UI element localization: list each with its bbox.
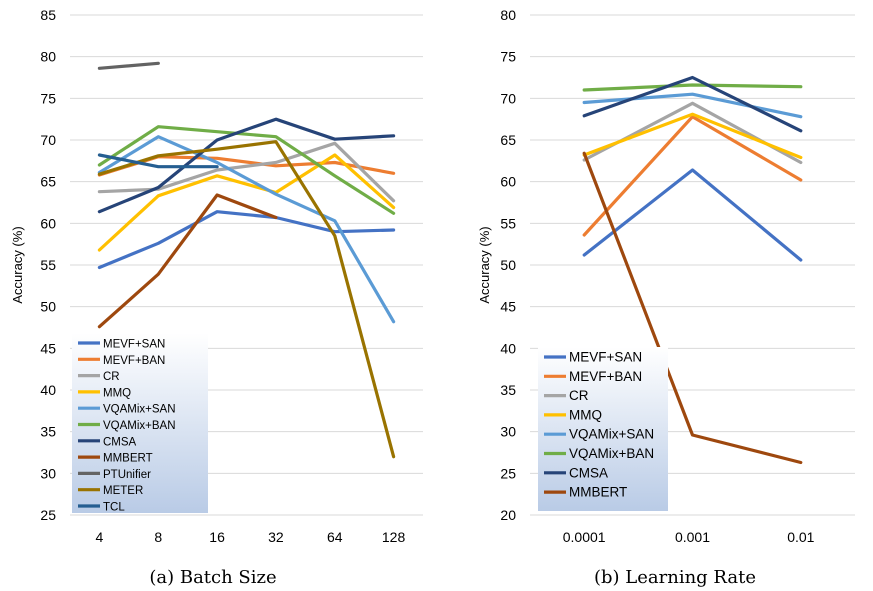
legend-label: VQAMix+SAN [569, 427, 654, 442]
chart-caption: (a) Batch Size [149, 567, 276, 588]
y-tick-label: 85 [40, 7, 56, 23]
legend-label: VQAMix+SAN [103, 404, 176, 416]
legend-label: MMBERT [103, 453, 153, 465]
y-tick-label: 30 [500, 424, 516, 440]
series-line-mmq [582, 112, 803, 160]
y-tick-label: 45 [500, 299, 516, 315]
legend-label: MEVF+BAN [103, 355, 165, 367]
legend-label: CR [103, 371, 120, 383]
x-tick-label: 4 [96, 529, 104, 545]
x-tick-label: 64 [327, 529, 343, 545]
batch-size-chart: 25 30 35 40 45 50 55 60 65 70 75 80 85 4 8 16 32 64 128 M… [10, 7, 423, 588]
y-tick-label: 70 [500, 90, 516, 106]
series-line-mevf-san [582, 168, 803, 262]
series-line-mmbert [97, 193, 278, 329]
series-lines [97, 61, 396, 459]
legend-label: MMQ [103, 387, 131, 399]
series-line-tcl [97, 153, 219, 169]
x-tick-label: 0.0001 [563, 529, 606, 545]
legend-label: VQAMix+BAN [103, 420, 176, 432]
series-line-mevf-san [97, 210, 396, 270]
y-tick-label: 75 [40, 90, 56, 106]
series-lines [582, 75, 803, 465]
x-tick-labels: 4 8 16 32 64 128 [96, 529, 406, 545]
y-tick-label: 70 [40, 132, 56, 148]
legend-background [538, 347, 668, 511]
y-tick-label: 75 [500, 49, 516, 65]
y-tick-label: 65 [40, 174, 56, 190]
y-tick-label: 55 [40, 257, 56, 273]
x-tick-label: 8 [154, 529, 162, 545]
y-tick-label: 20 [500, 507, 516, 523]
y-tick-label: 80 [40, 49, 56, 65]
series-line-ptunifier [97, 61, 160, 70]
y-axis-label: Accuracy (%) [10, 226, 25, 303]
series-line-mmq [97, 153, 396, 252]
legend-label: PTUnifier [103, 469, 151, 481]
y-tick-label: 25 [40, 507, 56, 523]
x-tick-labels: 0.0001 0.001 0.01 [563, 529, 815, 545]
y-tick-label: 60 [500, 174, 516, 190]
y-tick-labels: 25 30 35 40 45 50 55 60 65 70 75 80 85 [40, 7, 56, 523]
legend-label: METER [103, 485, 143, 497]
legend-label: CR [569, 388, 589, 403]
series-line-meter [97, 140, 396, 459]
y-tick-label: 65 [500, 132, 516, 148]
x-tick-label: 0.001 [675, 529, 710, 545]
series-line-vqamix-ban [97, 125, 396, 215]
y-tick-label: 50 [40, 299, 56, 315]
y-tick-label: 80 [500, 7, 516, 23]
legend-label: VQAMix+BAN [569, 446, 654, 461]
y-tick-label: 45 [40, 340, 56, 356]
legend: MEVF+SAN MEVF+BAN CR MMQ VQAMix+SAN VQAMix+BA… [72, 333, 208, 514]
y-tick-label: 30 [40, 465, 56, 481]
series-line-vqamix-ban [582, 83, 803, 92]
series-line-vqamix-san [97, 135, 396, 324]
legend-label: MEVF+SAN [569, 350, 642, 365]
series-line-cmsa [97, 117, 396, 214]
series-line-cr [97, 141, 396, 203]
x-tick-label: 128 [382, 529, 406, 545]
y-tick-label: 50 [500, 257, 516, 273]
series-line-mevf-ban [582, 115, 803, 237]
legend-label: MMQ [569, 407, 602, 422]
y-tick-label: 35 [40, 424, 56, 440]
x-tick-label: 32 [268, 529, 284, 545]
x-tick-label: 0.01 [787, 529, 814, 545]
legend-label: TCL [103, 502, 125, 514]
y-tick-label: 55 [500, 215, 516, 231]
series-line-cr [582, 101, 803, 165]
y-tick-label: 25 [500, 465, 516, 481]
legend-label: MEVF+BAN [569, 369, 642, 384]
y-tick-labels: 20 25 30 35 40 45 50 55 60 65 70 75 80 [500, 7, 516, 523]
series-line-mmbert [582, 151, 803, 465]
series-line-cmsa [582, 75, 803, 133]
y-tick-label: 40 [500, 340, 516, 356]
legend-label: MEVF+SAN [103, 339, 165, 351]
x-tick-label: 16 [209, 529, 225, 545]
legend-label: CMSA [569, 465, 608, 480]
legend: MEVF+SAN MEVF+BAN CR MMQ VQAMix+SAN VQAMix+BA… [538, 347, 668, 511]
legend-label: CMSA [103, 436, 137, 448]
y-tick-label: 40 [40, 382, 56, 398]
y-tick-label: 60 [40, 215, 56, 231]
chart-caption: (b) Learning Rate [594, 567, 756, 588]
legend-label: MMBERT [569, 485, 627, 500]
y-axis-label: Accuracy (%) [477, 226, 492, 303]
y-tick-label: 35 [500, 382, 516, 398]
series-line-vqamix-san [582, 92, 803, 119]
